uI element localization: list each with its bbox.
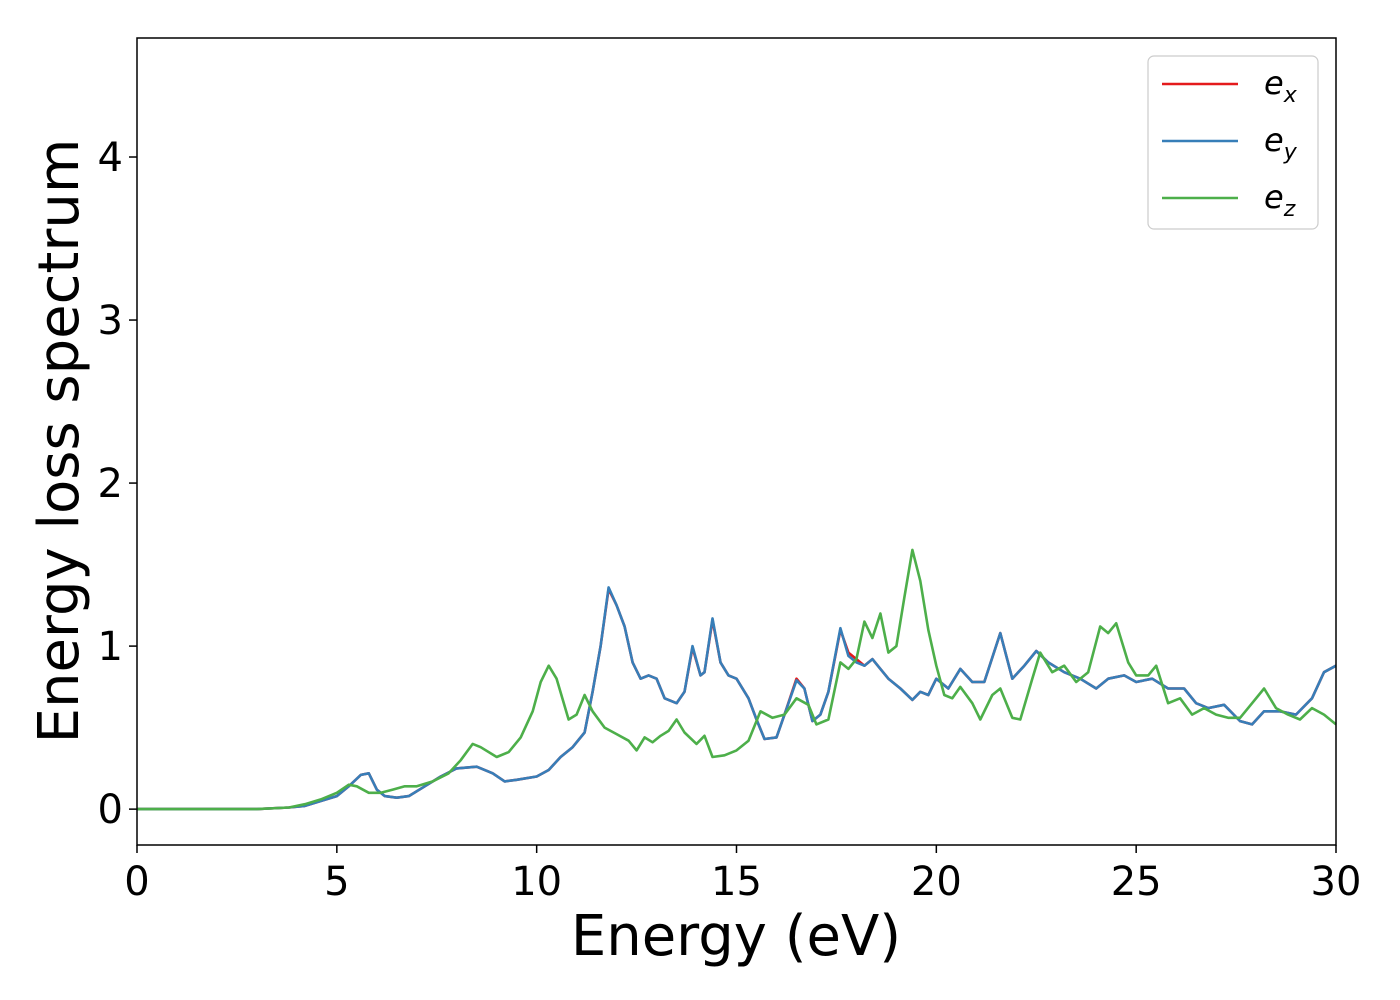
y-tick-label: 4 bbox=[98, 135, 123, 181]
x-tick-label: 25 bbox=[1111, 859, 1162, 905]
x-axis-title: Energy (eV) bbox=[571, 904, 901, 969]
series-layer bbox=[137, 548, 1337, 811]
x-tick-label: 5 bbox=[324, 859, 349, 905]
y-axis-title: Energy loss spectrum bbox=[27, 139, 92, 744]
series-line-e-z bbox=[137, 548, 1337, 811]
legend-label-x: ex bbox=[1264, 64, 1298, 108]
y-tick-label: 2 bbox=[98, 461, 123, 507]
x-tick-label: 15 bbox=[711, 859, 762, 905]
x-tick-label: 0 bbox=[124, 859, 149, 905]
legend: ex ey ez bbox=[1147, 55, 1319, 230]
x-tick-label: 10 bbox=[511, 859, 562, 905]
legend-box bbox=[1147, 55, 1319, 230]
ticks-layer: 0 5 10 15 20 25 30 0 1 2 3 4 bbox=[98, 135, 1362, 905]
y-tick-label: 0 bbox=[98, 787, 123, 833]
legend-items: ex ey ez bbox=[1162, 64, 1298, 222]
y-tick-label: 3 bbox=[98, 298, 123, 344]
x-tick-label: 20 bbox=[911, 859, 962, 905]
plot-area bbox=[137, 38, 1336, 845]
legend-label-y: ey bbox=[1264, 121, 1298, 165]
legend-label-z: ez bbox=[1264, 178, 1296, 222]
y-tick-label: 1 bbox=[98, 624, 123, 670]
x-tick-label: 30 bbox=[1311, 859, 1362, 905]
